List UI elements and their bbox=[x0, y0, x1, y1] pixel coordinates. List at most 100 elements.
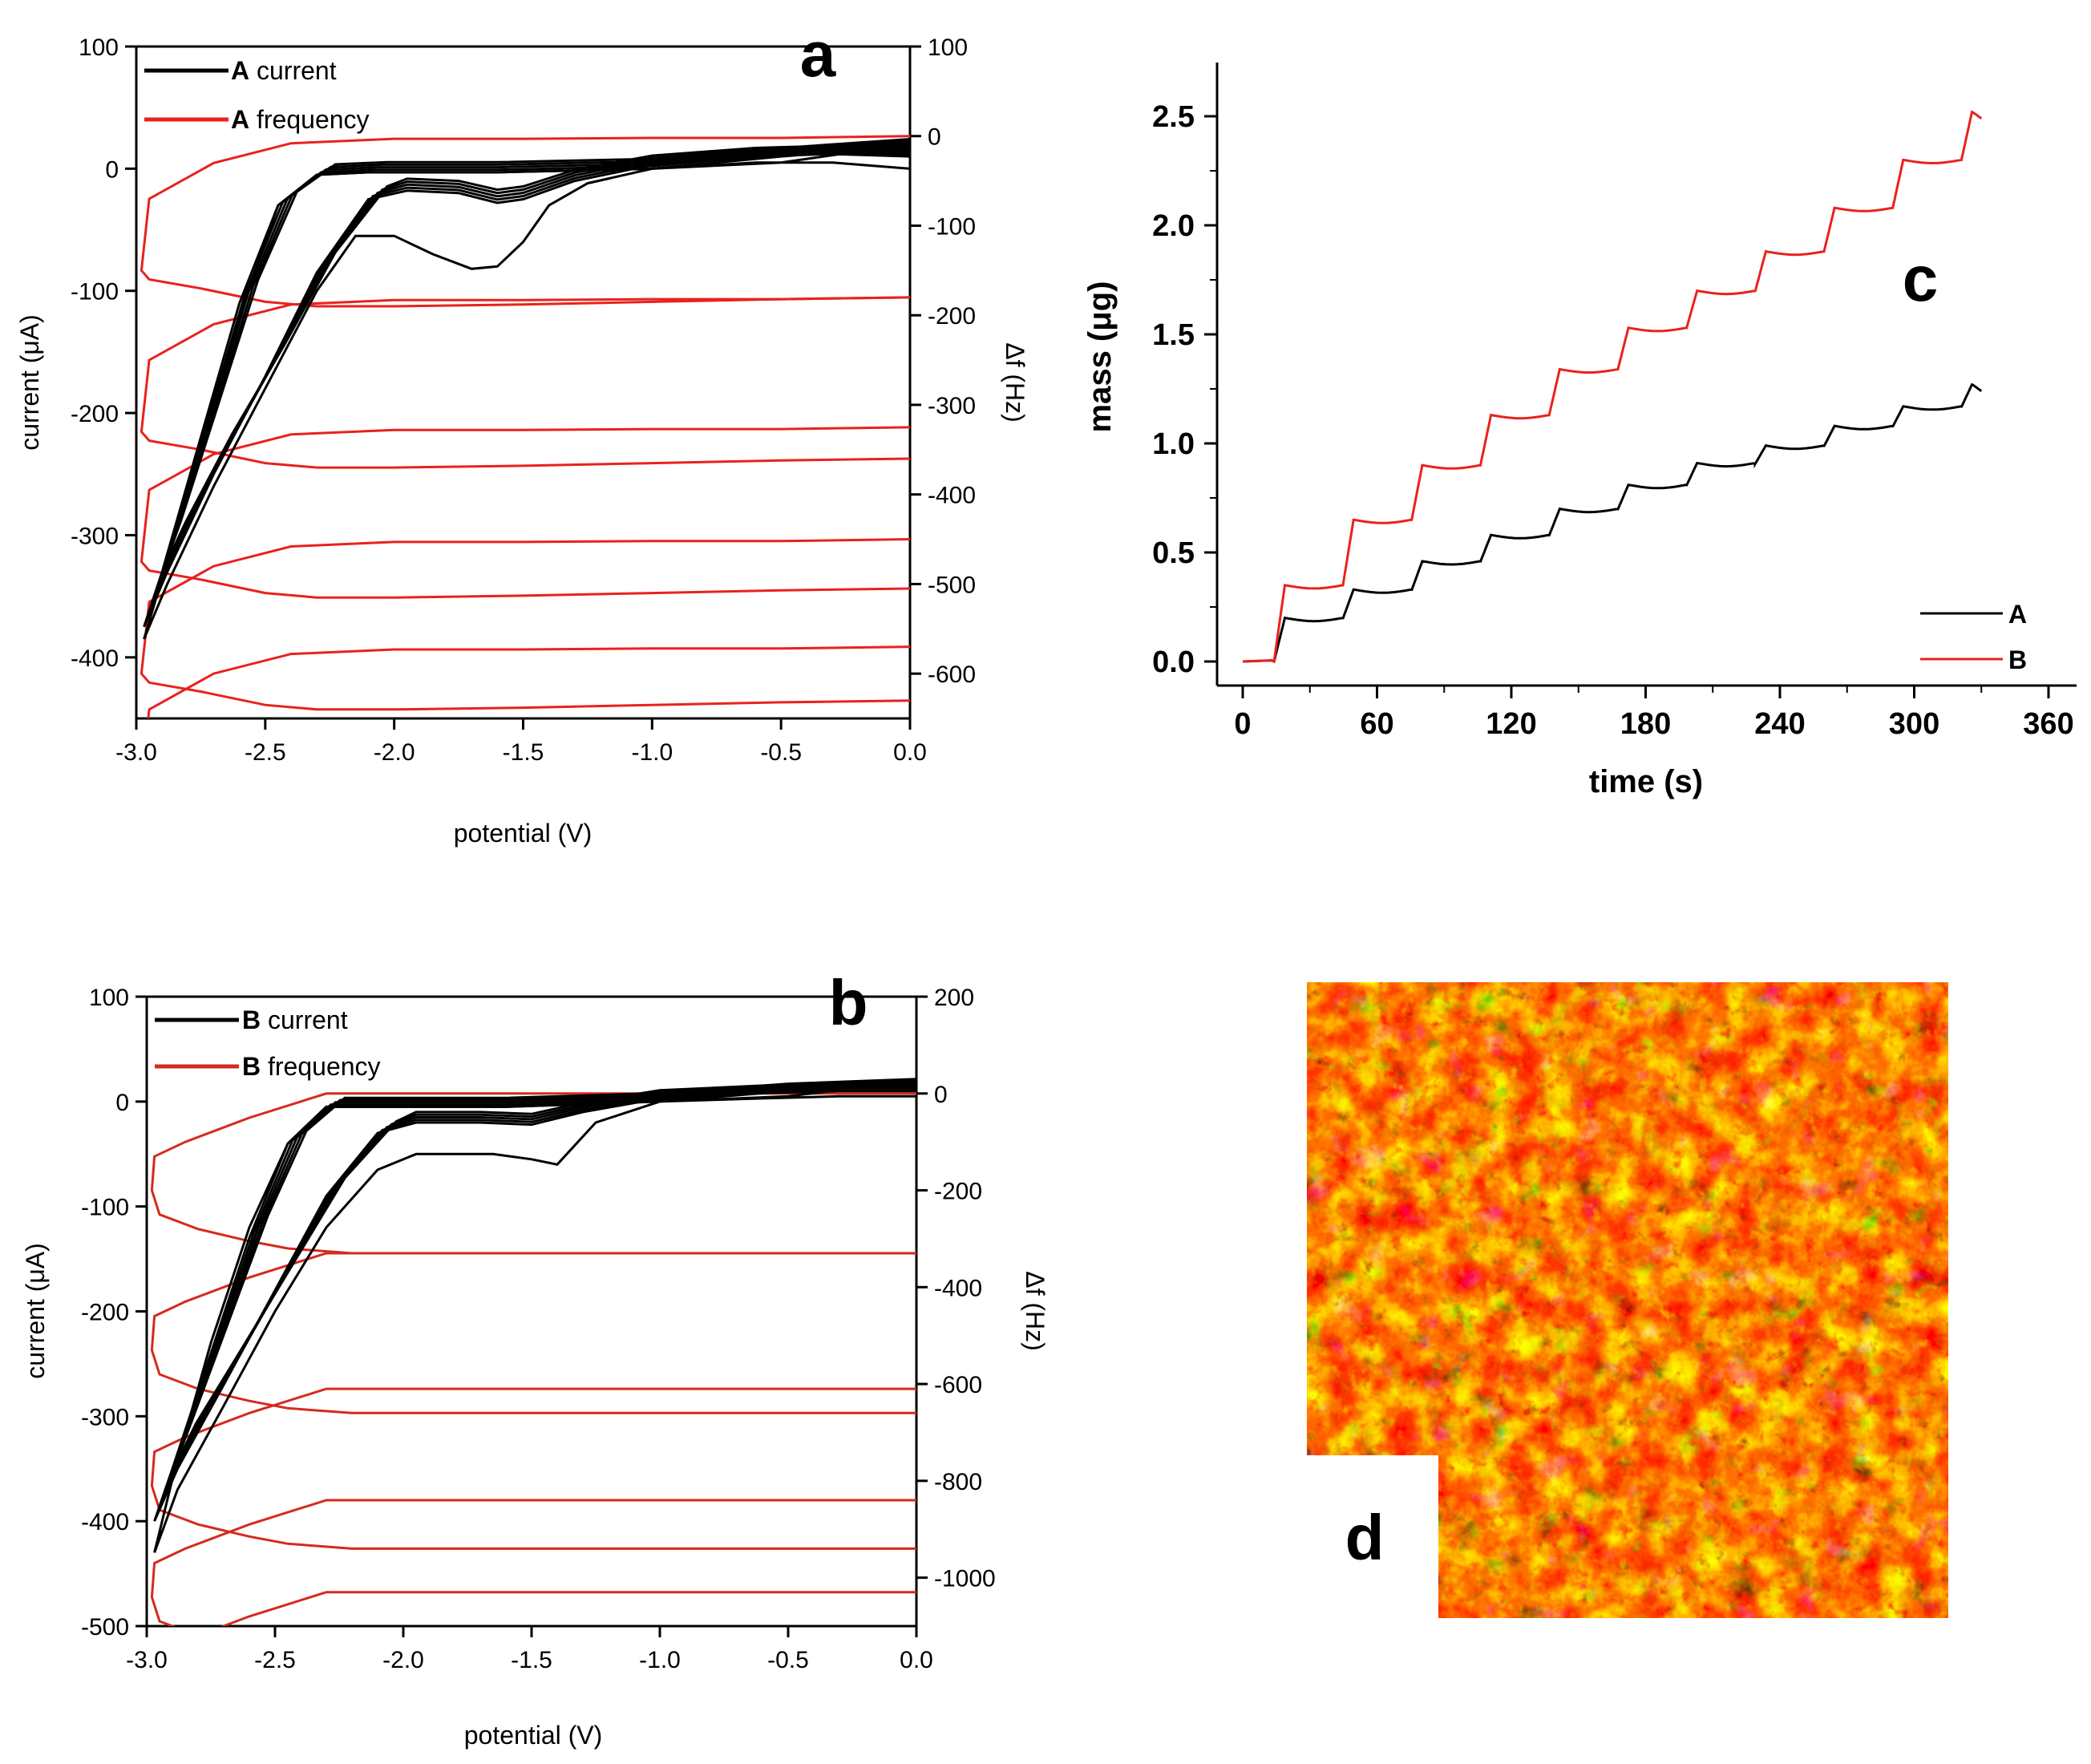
xtick-label: 300 bbox=[1889, 707, 1939, 741]
xtick-label: -2.5 bbox=[254, 1647, 296, 1673]
ytick-label: -500 bbox=[81, 1614, 129, 1641]
panel-a: -3.0 -2.5 -2.0 -1.5 -1.0 -0.5 0.0 100 0 -100 -200 -… bbox=[15, 18, 1029, 848]
mass-series-B bbox=[1242, 110, 1983, 664]
panel-a-letter: a bbox=[800, 18, 836, 90]
panel-c-ticks: 0 60 120 180 240 300 360 0.0 0.5 1.0 1.5 2.0 2.5 bbox=[1152, 100, 2074, 741]
xtick-label: -3.0 bbox=[126, 1647, 168, 1673]
y2tick-label: 100 bbox=[928, 34, 968, 61]
panel-d: d bbox=[1300, 982, 1948, 1624]
panel-a-ticks: -3.0 -2.5 -2.0 -1.5 -1.0 -0.5 0.0 100 0 -100 -200 -… bbox=[71, 34, 976, 766]
legend-a-frequency: A frequency bbox=[231, 105, 370, 134]
current-cycle-2-5 bbox=[172, 1078, 916, 1472]
xtick-label: -1.5 bbox=[511, 1647, 552, 1673]
y2tick-label: 0 bbox=[934, 1082, 948, 1108]
panel-c: 0 60 120 180 240 300 360 0.0 0.5 1.0 1.5 2.0 2.5 tim… bbox=[1082, 63, 2077, 799]
current-cycle-1-1 bbox=[153, 1079, 916, 1553]
frequency-cycle-2 bbox=[150, 1252, 916, 1414]
y2tick-label: 200 bbox=[934, 985, 974, 1011]
ytick-label: -400 bbox=[81, 1509, 129, 1535]
ytick-label: 0 bbox=[115, 1090, 129, 1116]
ytick-label: -200 bbox=[81, 1300, 129, 1326]
ytick-label: 1.0 bbox=[1152, 427, 1195, 461]
legend-a-current: A current bbox=[231, 56, 337, 85]
xtick-label: -2.5 bbox=[245, 739, 286, 766]
panel-b-letter: b bbox=[829, 967, 868, 1038]
legend-c-b: B bbox=[2008, 645, 2027, 674]
ytick-label: -100 bbox=[71, 279, 119, 305]
y2tick-label: -400 bbox=[928, 483, 976, 509]
panel-b: -3.0 -2.5 -2.0 -1.5 -1.0 -0.5 0.0 100 0 -100 -200 -… bbox=[21, 967, 1050, 1750]
y2tick-label: -600 bbox=[928, 662, 976, 688]
frequency-cycle-4 bbox=[150, 1499, 916, 1626]
ytick-label: 2.5 bbox=[1152, 100, 1195, 134]
panel-a-y2label: Δf (Hz) bbox=[1001, 342, 1029, 423]
panel-c-ylabel: mass (μg) bbox=[1082, 281, 1118, 433]
ytick-label: 0.0 bbox=[1152, 645, 1195, 679]
panel-a-ylabel: current (μA) bbox=[15, 314, 44, 451]
frequency-cycle-1 bbox=[140, 135, 910, 308]
frequency-cycle-3 bbox=[140, 426, 910, 599]
panel-b-xlabel: potential (V) bbox=[464, 1721, 603, 1750]
current-cycle-2-3 bbox=[162, 1081, 916, 1497]
ytick-label: 0.5 bbox=[1152, 536, 1195, 570]
xtick-label: -1.0 bbox=[631, 739, 673, 766]
y2tick-label: -800 bbox=[934, 1469, 982, 1495]
panel-d-label-box bbox=[1300, 1455, 1438, 1624]
frequency-cycle-2 bbox=[140, 296, 910, 469]
frequency-cycle-3 bbox=[150, 1387, 916, 1550]
xtick-label: 360 bbox=[2023, 707, 2073, 741]
panel-b-plot-area bbox=[150, 1078, 916, 1626]
panel-c-xlabel: time (s) bbox=[1589, 764, 1703, 799]
current-cycle-2-5 bbox=[161, 138, 910, 572]
mass-series-A bbox=[1242, 382, 1983, 664]
xtick-label: -0.5 bbox=[760, 739, 802, 766]
y2tick-label: 0 bbox=[928, 124, 941, 151]
y2tick-label: -1000 bbox=[934, 1566, 996, 1592]
panel-b-y2label: Δf (Hz) bbox=[1021, 1271, 1050, 1351]
xtick-label: -1.0 bbox=[639, 1647, 681, 1673]
panel-c-legend: A B bbox=[1920, 600, 2027, 674]
y2tick-label: -200 bbox=[934, 1179, 982, 1205]
y2tick-label: -400 bbox=[934, 1275, 982, 1301]
ytick-label: 0 bbox=[105, 156, 119, 183]
xtick-label: -1.5 bbox=[503, 739, 544, 766]
ytick-label: 1.5 bbox=[1152, 318, 1195, 352]
panel-b-legend: B current B frequency bbox=[155, 1005, 381, 1081]
legend-b-frequency: B frequency bbox=[242, 1052, 381, 1081]
xtick-label: -0.5 bbox=[767, 1647, 809, 1673]
xtick-label: 60 bbox=[1360, 707, 1393, 741]
y2tick-label: -100 bbox=[928, 213, 976, 240]
y2tick-label: -500 bbox=[928, 572, 976, 598]
panel-c-letter: c bbox=[1903, 243, 1939, 314]
legend-b-current: B current bbox=[242, 1005, 348, 1034]
frequency-cycle-5 bbox=[220, 1591, 916, 1626]
ytick-label: -200 bbox=[71, 401, 119, 427]
xtick-label: -2.0 bbox=[382, 1647, 424, 1673]
ytick-label: -400 bbox=[71, 645, 119, 672]
ytick-label: 100 bbox=[79, 34, 119, 61]
ytick-label: -100 bbox=[81, 1195, 129, 1221]
y2tick-label: -200 bbox=[928, 303, 976, 330]
panel-a-xlabel: potential (V) bbox=[454, 819, 593, 848]
legend-c-a: A bbox=[2008, 600, 2027, 629]
panel-c-plot-area bbox=[1242, 110, 1983, 664]
y2tick-label: -600 bbox=[934, 1372, 982, 1398]
xtick-label: -3.0 bbox=[115, 739, 157, 766]
xtick-label: 0 bbox=[1234, 707, 1251, 741]
current-cycle-2-4 bbox=[167, 1079, 916, 1484]
y2tick-label: -300 bbox=[928, 393, 976, 419]
frequency-cycle-5 bbox=[147, 645, 910, 718]
xtick-label: -2.0 bbox=[374, 739, 415, 766]
panel-a-plot-area bbox=[140, 135, 910, 718]
frequency-cycle-4 bbox=[140, 538, 910, 711]
panel-b-ylabel: current (μA) bbox=[21, 1243, 50, 1379]
ytick-label: 2.0 bbox=[1152, 209, 1195, 243]
xtick-label: 120 bbox=[1486, 707, 1536, 741]
ytick-label: -300 bbox=[71, 523, 119, 549]
xtick-label: 0.0 bbox=[900, 1647, 933, 1673]
panel-b-ticks: -3.0 -2.5 -2.0 -1.5 -1.0 -0.5 0.0 100 0 -100 -200 -… bbox=[81, 985, 996, 1673]
panel-a-legend: A current A frequency bbox=[144, 56, 370, 134]
panel-d-letter: d bbox=[1345, 1502, 1385, 1573]
xtick-label: 180 bbox=[1620, 707, 1671, 741]
